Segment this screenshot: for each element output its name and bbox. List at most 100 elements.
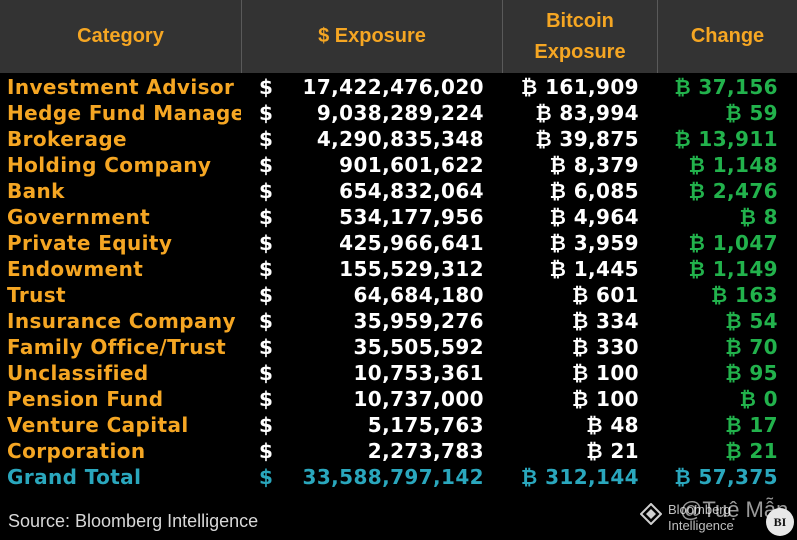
table-row: Trust $64,684,180 ₿ 601 ₿ 163 (0, 282, 797, 308)
change-cell: ₿ 95 (725, 361, 778, 385)
category-cell: Endowment (7, 257, 144, 281)
bloomberg-logo-icon (640, 503, 662, 525)
exposure-cell: 17,422,476,020 (302, 75, 484, 99)
bitcoin-exposure-cell: ₿ 1,445 (549, 257, 639, 281)
bi-badge-icon: BI (766, 508, 794, 536)
bitcoin-exposure-cell: ₿ 100 (571, 387, 639, 411)
category-cell: Family Office/Trust (7, 335, 227, 359)
bitcoin-exposure-cell: ₿ 8,379 (549, 153, 639, 177)
currency-symbol: $ (259, 101, 274, 125)
table-row: Government $534,177,956 ₿ 4,964 ₿ 8 (0, 204, 797, 230)
bitcoin-exposure-cell: ₿ 6,085 (549, 179, 639, 203)
bitcoin-exposure-cell: ₿ 330 (571, 335, 639, 359)
currency-symbol: $ (259, 309, 274, 333)
bitcoin-exposure-cell: ₿ 83,994 (535, 101, 639, 125)
category-cell: Government (7, 205, 151, 229)
bitcoin-exposure-cell: ₿ 100 (571, 361, 639, 385)
currency-symbol: $ (259, 361, 274, 385)
table-row: Unclassified $10,753,361 ₿ 100 ₿ 95 (0, 360, 797, 386)
change-cell: ₿ 54 (725, 309, 778, 333)
header-category: Category (0, 0, 242, 73)
currency-symbol: $ (259, 465, 274, 489)
logo-line2: Intelligence (668, 518, 734, 533)
change-cell: ₿ 59 (725, 101, 778, 125)
header-exposure: $ Exposure (242, 0, 503, 73)
category-cell: Pension Fund (7, 387, 164, 411)
bitcoin-exposure-cell: ₿ 39,875 (535, 127, 639, 151)
exposure-cell: 155,529,312 (339, 257, 484, 281)
table-row: Corporation $2,273,783 ₿ 21 ₿ 21 (0, 438, 797, 464)
currency-symbol: $ (259, 335, 274, 359)
category-cell: Venture Capital (7, 413, 189, 437)
bitcoin-exposure-cell: ₿ 601 (571, 283, 639, 307)
currency-symbol: $ (259, 179, 274, 203)
change-cell: ₿ 163 (710, 283, 778, 307)
table-row: Investment Advisor $17,422,476,020 ₿ 161,9… (0, 74, 797, 100)
table-row-total: Grand Total $33,588,797,142 ₿ 312,144 ₿ 57,… (0, 464, 797, 490)
category-cell: Hedge Fund Manager (7, 101, 241, 125)
category-cell: Private Equity (7, 231, 173, 255)
change-cell: ₿ 2,476 (688, 179, 778, 203)
exposure-cell: 9,038,289,224 (316, 101, 484, 125)
table-row: Pension Fund $10,737,000 ₿ 100 ₿ 0 (0, 386, 797, 412)
bitcoin-exposure-cell: ₿ 4,964 (549, 205, 639, 229)
table-row: Hedge Fund Manager $9,038,289,224 ₿ 83,994… (0, 100, 797, 126)
table-row: Bank $654,832,064 ₿ 6,085 ₿ 2,476 (0, 178, 797, 204)
bitcoin-exposure-cell: ₿ 21 (586, 439, 639, 463)
table-header: Category $ Exposure Bitcoin Exposure Cha… (0, 0, 797, 73)
change-cell: ₿ 57,375 (674, 465, 778, 489)
currency-symbol: $ (259, 387, 274, 411)
header-bitcoin-line1: Bitcoin (546, 9, 614, 32)
change-cell: ₿ 1,149 (688, 257, 778, 281)
table-row: Private Equity $425,966,641 ₿ 3,959 ₿ 1,047 (0, 230, 797, 256)
category-cell: Holding Company (7, 153, 212, 177)
exposure-cell: 4,290,835,348 (316, 127, 484, 151)
table-row: Brokerage $4,290,835,348 ₿ 39,875 ₿ 13,911 (0, 126, 797, 152)
exposure-cell: 5,175,763 (367, 413, 484, 437)
table-row: Venture Capital $5,175,763 ₿ 48 ₿ 17 (0, 412, 797, 438)
category-cell: Grand Total (7, 465, 142, 489)
bitcoin-exposure-cell: ₿ 161,909 (521, 75, 639, 99)
table-body: Investment Advisor $17,422,476,020 ₿ 161,9… (0, 74, 797, 490)
exposure-cell: 2,273,783 (367, 439, 484, 463)
bitcoin-exposure-cell: ₿ 3,959 (549, 231, 639, 255)
currency-symbol: $ (259, 439, 274, 463)
change-cell: ₿ 0 (739, 387, 778, 411)
category-cell: Insurance Company (7, 309, 236, 333)
change-cell: ₿ 70 (725, 335, 778, 359)
category-cell: Bank (7, 179, 65, 203)
header-bitcoin-line2: Exposure (534, 40, 626, 63)
bloomberg-intelligence-logo: Bloomberg Intelligence (668, 502, 734, 534)
change-cell: ₿ 1,047 (688, 231, 778, 255)
change-cell: ₿ 37,156 (674, 75, 778, 99)
source-note: Source: Bloomberg Intelligence (8, 511, 259, 531)
exposure-cell: 901,601,622 (339, 153, 484, 177)
table-row: Holding Company $901,601,622 ₿ 8,379 ₿ 1,14… (0, 152, 797, 178)
exposure-cell: 64,684,180 (353, 283, 484, 307)
header-bitcoin-exposure: Bitcoin Exposure (503, 0, 658, 73)
exposure-cell: 33,588,797,142 (302, 465, 484, 489)
table-row: Insurance Company $35,959,276 ₿ 334 ₿ 54 (0, 308, 797, 334)
category-cell: Brokerage (7, 127, 128, 151)
table-row: Family Office/Trust $35,505,592 ₿ 330 ₿ 70 (0, 334, 797, 360)
change-cell: ₿ 21 (725, 439, 778, 463)
category-cell: Unclassified (7, 361, 149, 385)
table-row: Endowment $155,529,312 ₿ 1,445 ₿ 1,149 (0, 256, 797, 282)
exposure-cell: 534,177,956 (339, 205, 484, 229)
currency-symbol: $ (259, 153, 274, 177)
category-cell: Trust (7, 283, 67, 307)
change-cell: ₿ 17 (725, 413, 778, 437)
bitcoin-exposure-cell: ₿ 48 (586, 413, 639, 437)
change-cell: ₿ 1,148 (688, 153, 778, 177)
change-cell: ₿ 13,911 (674, 127, 778, 151)
currency-symbol: $ (259, 205, 274, 229)
currency-symbol: $ (259, 127, 274, 151)
category-cell: Corporation (7, 439, 146, 463)
logo-line1: Bloomberg (668, 502, 731, 517)
category-cell: Investment Advisor (7, 75, 235, 99)
currency-symbol: $ (259, 231, 274, 255)
change-cell: ₿ 8 (739, 205, 778, 229)
bitcoin-exposure-cell: ₿ 312,144 (521, 465, 639, 489)
exposure-cell: 654,832,064 (339, 179, 484, 203)
bitcoin-exposure-cell: ₿ 334 (571, 309, 639, 333)
